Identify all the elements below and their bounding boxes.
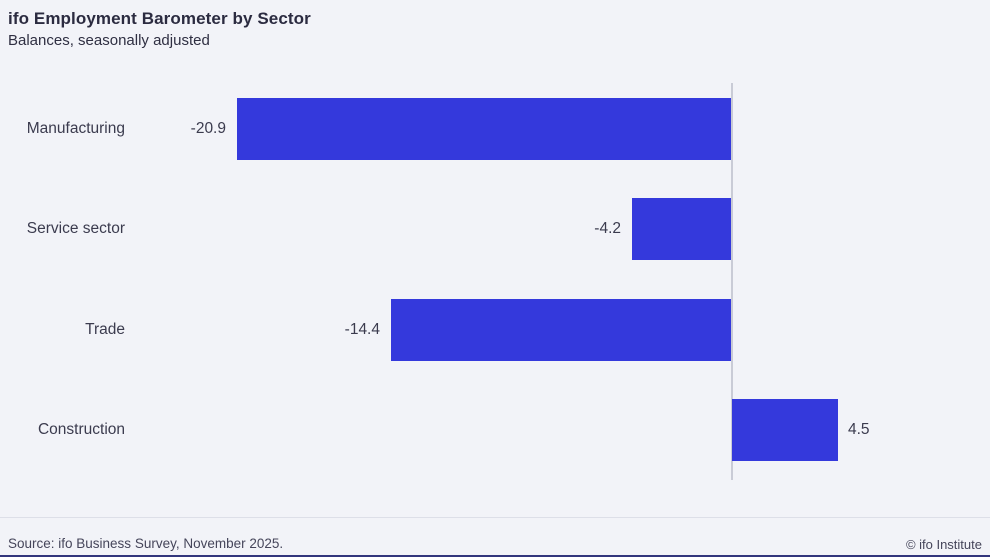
source-note: Source: ifo Business Survey, November 20… xyxy=(8,536,284,551)
value-label-service-sector: -4.2 xyxy=(594,220,621,237)
category-label-manufacturing: Manufacturing xyxy=(26,120,125,137)
zero-axis-line xyxy=(731,83,733,480)
copyright-note: © ifo Institute xyxy=(905,537,982,552)
category-label-trade: Trade xyxy=(85,321,125,338)
chart-subtitle: Balances, seasonally adjusted xyxy=(8,32,210,49)
value-label-manufacturing: -20.9 xyxy=(190,120,226,137)
footer-divider xyxy=(0,517,990,518)
value-label-construction: 4.5 xyxy=(848,421,870,438)
chart-title: ifo Employment Barometer by Sector xyxy=(8,9,311,28)
category-label-service-sector: Service sector xyxy=(26,220,125,237)
value-label-trade: -14.4 xyxy=(344,321,380,338)
bar-trade xyxy=(391,299,731,361)
bar-manufacturing xyxy=(237,98,731,160)
bar-construction xyxy=(732,399,838,461)
category-label-construction: Construction xyxy=(37,421,125,438)
bar-service-sector xyxy=(632,198,731,260)
